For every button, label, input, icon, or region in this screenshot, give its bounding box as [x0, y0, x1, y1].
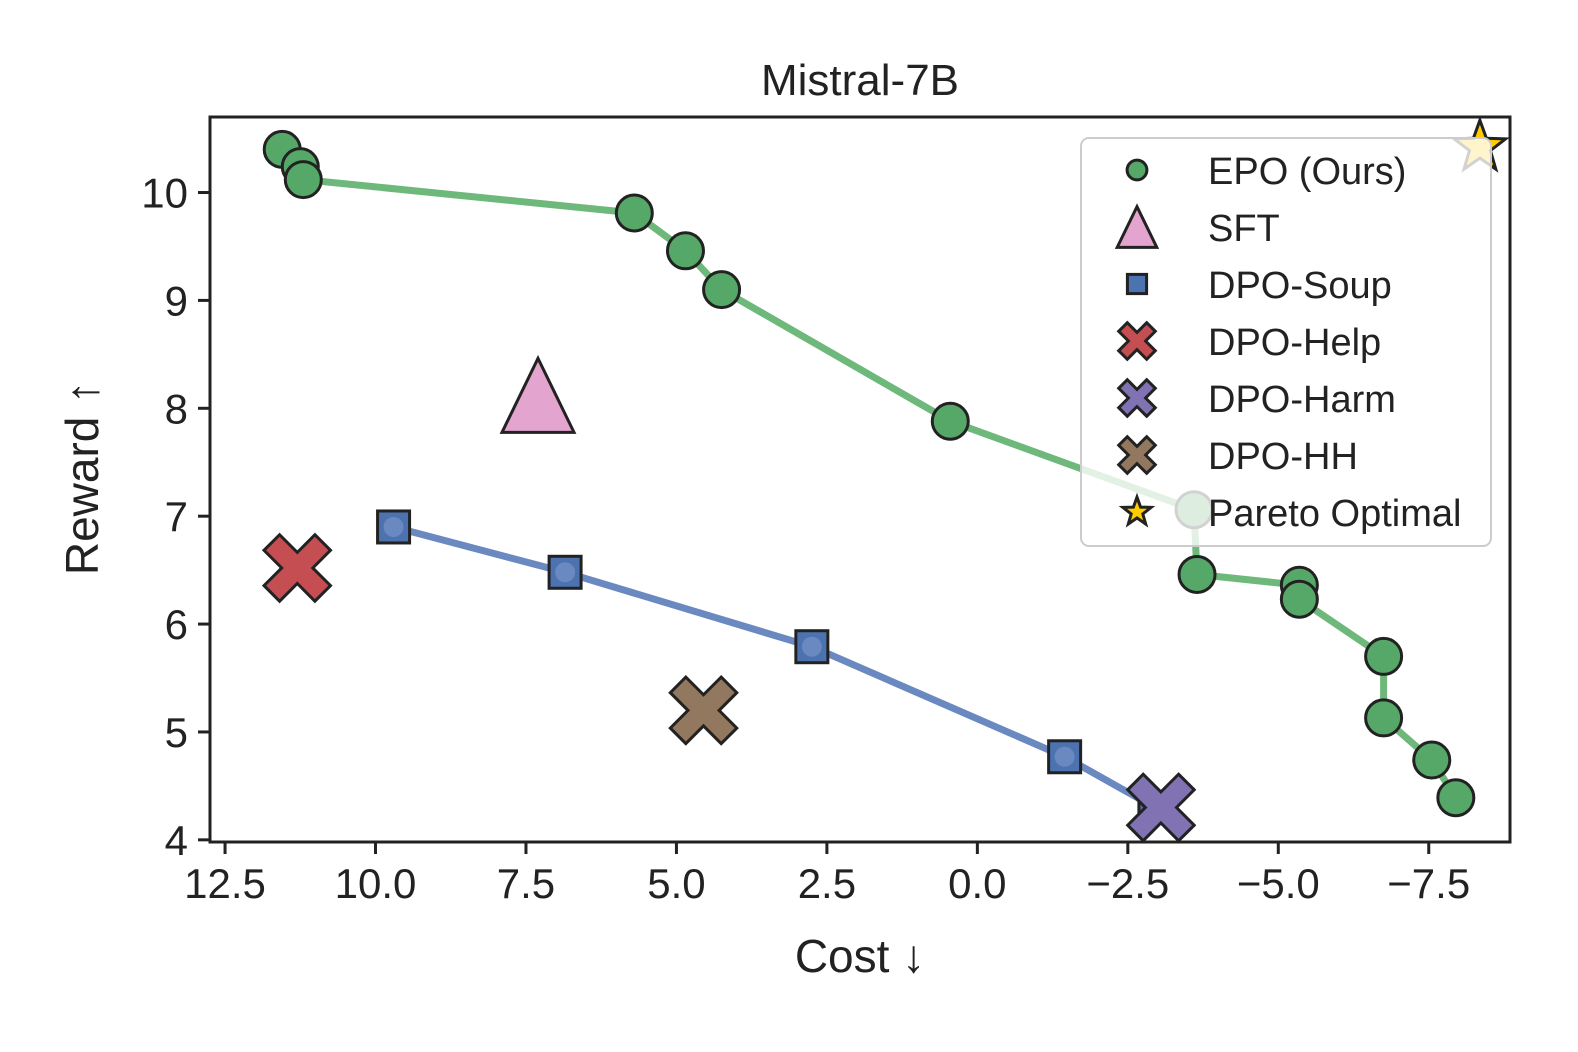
data-point-square [1047, 739, 1083, 775]
legend-label: Pareto Optimal [1208, 493, 1461, 535]
data-point-line-joint [383, 516, 404, 537]
data-point-circle [702, 270, 742, 310]
legend-label: DPO-Soup [1208, 265, 1392, 307]
data-point-circle [1364, 636, 1404, 676]
y-tick-label: 5 [165, 709, 188, 756]
x-axis-label: Cost ↓ [795, 930, 925, 982]
series-line [390, 523, 1159, 811]
data-point-circle [1364, 698, 1404, 738]
data-point-x [668, 674, 739, 746]
chart-title: Mistral-7B [761, 56, 959, 105]
legend-box [1080, 137, 1492, 547]
x-tick-label: −5.0 [1237, 860, 1320, 907]
legend-label: SFT [1208, 208, 1280, 250]
x-tick-label: 5.0 [647, 860, 705, 907]
data-point-circle [283, 160, 323, 200]
legend-marker [1125, 158, 1149, 182]
legend-marker [1125, 272, 1149, 296]
data-points [261, 115, 1510, 843]
legend-label: DPO-Help [1208, 322, 1381, 364]
legend-marker [1114, 203, 1160, 249]
legend-marker [1118, 492, 1156, 528]
x-tick-label: −7.5 [1387, 860, 1470, 907]
legend-marker [1116, 434, 1158, 476]
data-point-line-joint [1054, 746, 1075, 767]
data-point-circle [665, 231, 705, 271]
data-point-line-joint [555, 562, 576, 583]
legend-label: DPO-HH [1208, 436, 1358, 478]
y-axis-label: Reward ↑ [56, 381, 108, 575]
data-point-circle [1279, 579, 1319, 619]
legend-marker [1116, 377, 1158, 419]
data-point-x [261, 532, 333, 604]
y-tick-label: 4 [165, 817, 188, 864]
legend: EPO (Ours) SFT DPO-Soup DPO-Help DPO-Harm DPO… [1080, 137, 1492, 547]
legend-label: DPO-Harm [1208, 379, 1396, 421]
plot-frame [208, 115, 1512, 844]
x-tick-label: 12.5 [184, 860, 266, 907]
data-point-line-joint [801, 636, 822, 657]
y-tick-label: 6 [165, 601, 188, 648]
x-tick-label: −2.5 [1086, 860, 1169, 907]
y-tick-label: 8 [165, 385, 188, 432]
data-point-circle [614, 193, 654, 233]
axis-ticks: 12.5 10.0 7.5 5.0 2.5 0.0 −2.5 −5.0 −7.5 4 5 6 7 8 9 10 [141, 170, 1470, 907]
x-tick-label: 10.0 [335, 860, 417, 907]
legend-label: EPO (Ours) [1208, 151, 1406, 193]
x-tick-label: 2.5 [798, 860, 856, 907]
data-point-circle [1177, 554, 1217, 594]
legend-marker [1116, 320, 1158, 362]
y-tick-label: 10 [141, 170, 188, 217]
x-tick-label: 0.0 [948, 860, 1006, 907]
y-tick-label: 7 [165, 493, 188, 540]
y-tick-label: 9 [165, 277, 188, 324]
data-point-triangle [499, 354, 577, 434]
data-point-circle [930, 401, 970, 441]
data-point-circle [1412, 740, 1452, 780]
x-tick-label: 7.5 [497, 860, 555, 907]
data-point-circle [1436, 778, 1476, 818]
